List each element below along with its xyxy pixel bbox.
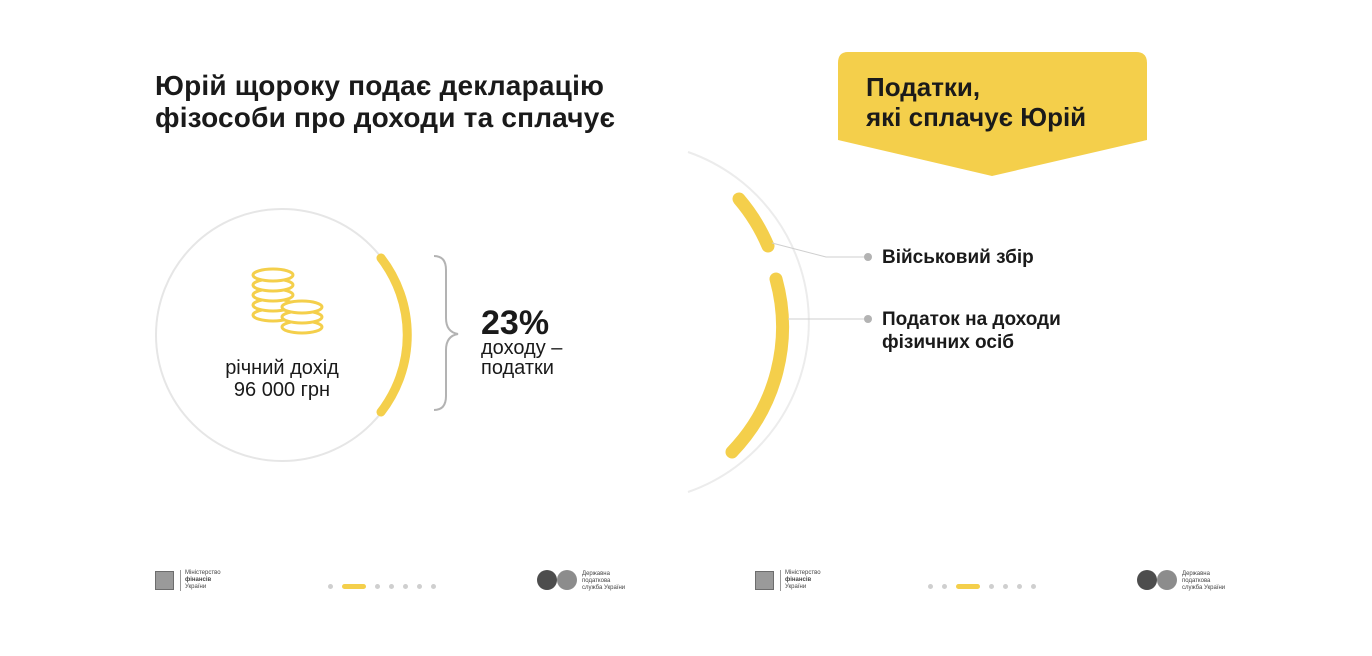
banner-title-line2: які сплачує Юрій — [866, 102, 1087, 132]
tax-ring — [687, 151, 810, 493]
page-dot[interactable] — [389, 584, 394, 589]
tax-service-line1: Державна — [1182, 571, 1210, 577]
tax-percent-caption: доходу – податки — [481, 338, 562, 378]
tax-service-line1: Державна — [582, 571, 610, 577]
bullet-dot — [864, 253, 872, 261]
page-dot-active[interactable] — [342, 584, 366, 589]
ministry-seal-icon — [155, 571, 174, 590]
curly-brace — [433, 255, 459, 411]
tax-service-line3: служба України — [1182, 585, 1226, 591]
page-dot[interactable] — [1003, 584, 1008, 589]
ministry-line2: фінансів — [185, 577, 212, 583]
left-title-line1: Юрій щороку подає декларацію — [155, 70, 605, 101]
page-dot[interactable] — [1031, 584, 1036, 589]
banner-title: Податки, які сплачує Юрій — [866, 72, 1086, 132]
page-dot[interactable] — [431, 584, 436, 589]
pagination-left — [328, 584, 436, 589]
ministry-logo-text: Міністерство фінансів України — [780, 570, 821, 591]
pagination-right — [928, 584, 1036, 589]
left-title: Юрій щороку подає декларацію фізособи пр… — [155, 70, 615, 134]
ministry-line3: України — [785, 584, 807, 590]
military-levy-arc — [732, 192, 775, 253]
income-share-arc — [376, 253, 412, 417]
page-dot[interactable] — [375, 584, 380, 589]
income-tax-arc — [725, 272, 789, 459]
page-dot[interactable] — [1017, 584, 1022, 589]
tax-item-income: Податок на доходи фізичних осіб — [882, 308, 1061, 354]
tax-item-income-line2: фізичних осіб — [882, 332, 1014, 353]
page-dot[interactable] — [417, 584, 422, 589]
tax-percent-caption-line2: податки — [481, 357, 554, 379]
ministry-line1: Міністерство — [785, 570, 821, 576]
tax-service-logo-text: Державна податкова служба України — [582, 571, 625, 592]
page-dot[interactable] — [989, 584, 994, 589]
connector-military — [771, 242, 868, 258]
coins-stack-icon — [251, 267, 324, 335]
income-text: річний дохід 96 000 грн — [156, 357, 408, 401]
tax-service-line3: служба України — [582, 585, 626, 591]
income-label: річний дохід — [225, 357, 339, 379]
tax-service-emblem-icon — [1157, 570, 1177, 590]
tax-service-logo-icon — [1137, 570, 1157, 590]
page-dot[interactable] — [928, 584, 933, 589]
banner-title-line1: Податки, — [866, 72, 981, 102]
ministry-line1: Міністерство — [185, 570, 221, 576]
page-dot[interactable] — [403, 584, 408, 589]
tax-percent: 23% — [481, 304, 550, 342]
ministry-seal-icon — [755, 571, 774, 590]
page-dot[interactable] — [328, 584, 333, 589]
ministry-line2: фінансів — [785, 577, 812, 583]
left-title-line2: фізособи про доходи та сплачує — [155, 102, 616, 133]
income-circle — [155, 208, 409, 462]
tax-service-logo-text: Державна податкова служба України — [1182, 571, 1225, 592]
bullet-dot — [864, 315, 872, 323]
banner-shape — [838, 52, 1147, 176]
ministry-line3: України — [185, 584, 207, 590]
tax-service-emblem-icon — [557, 570, 577, 590]
page-dot[interactable] — [942, 584, 947, 589]
ministry-logo-text: Міністерство фінансів України — [180, 570, 221, 591]
tax-service-line2: податкова — [582, 578, 611, 584]
tax-service-line2: податкова — [1182, 578, 1211, 584]
tax-item-military: Військовий збір — [882, 247, 1034, 268]
tax-service-logo-icon — [537, 570, 557, 590]
page-dot-active[interactable] — [956, 584, 980, 589]
income-value: 96 000 грн — [233, 379, 331, 401]
tax-percent-caption-line1: доходу – — [481, 337, 563, 359]
tax-item-income-line1: Податок на доходи — [882, 309, 1061, 330]
